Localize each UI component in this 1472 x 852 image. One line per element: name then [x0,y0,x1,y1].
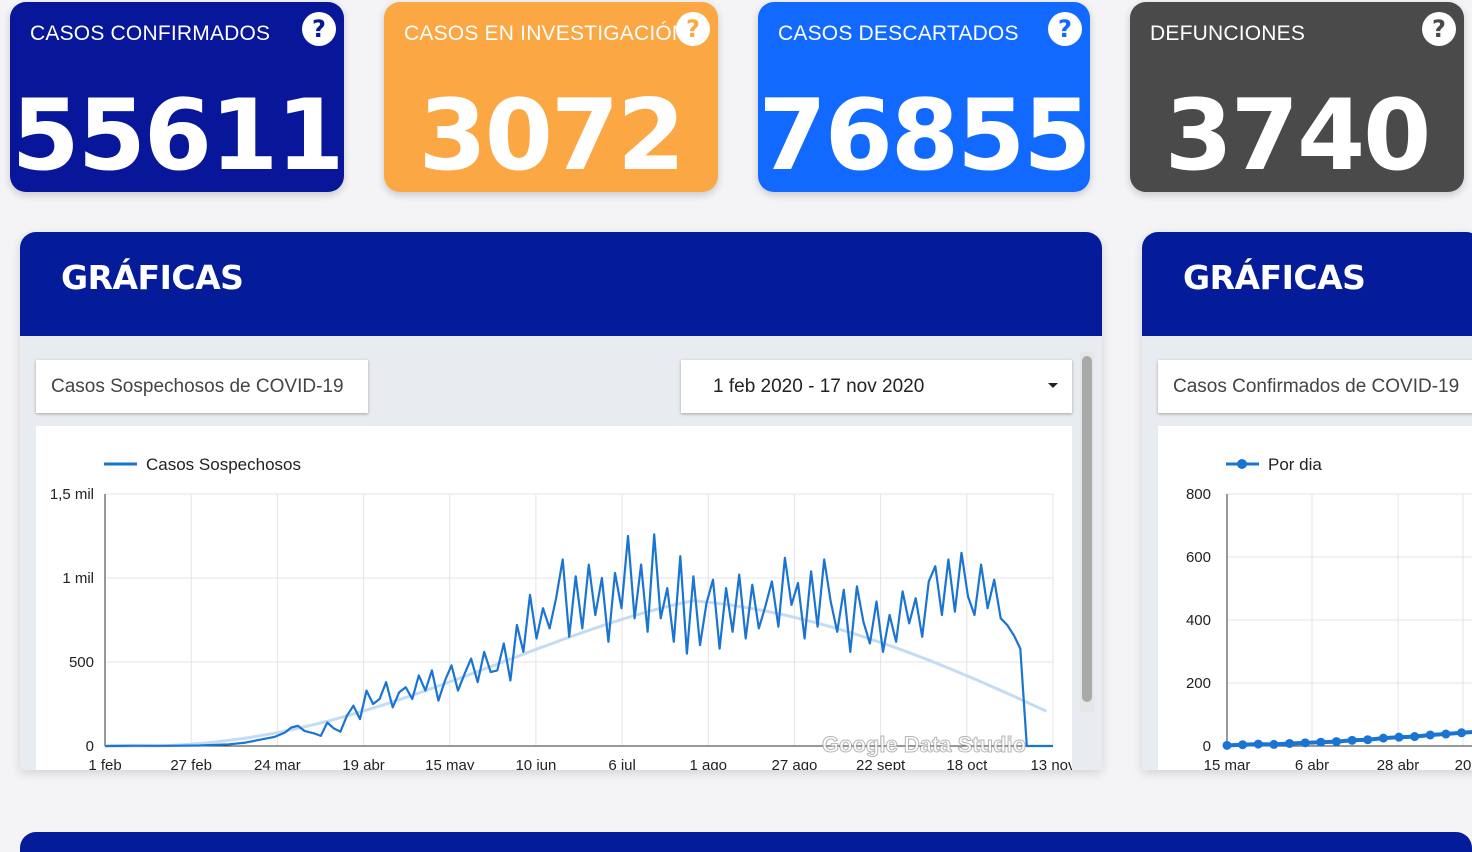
panel-title: GRÁFICAS [1183,258,1366,297]
card-descartados: CASOS DESCARTADOS ? 76855 [758,2,1090,192]
data-point [1316,737,1326,747]
data-point [1238,740,1248,750]
trend-line [105,599,1048,748]
metric-selector[interactable]: Casos Confirmados de COVID-19 [1158,360,1472,413]
y-tick-label: 800 [1186,486,1211,503]
watermark: Google Data Studio [822,732,1026,757]
data-point [1222,740,1232,750]
data-point [1253,739,1263,749]
y-tick-label: 200 [1186,675,1211,692]
data-point [1269,739,1279,749]
legend-label: Casos Sospechosos [146,455,301,474]
x-tick-label: 28 abr [1377,757,1420,770]
help-icon[interactable]: ? [302,12,336,46]
data-point [1331,737,1341,747]
x-tick-label: 27 ago [772,757,818,770]
panel-header: GRÁFICAS [1142,232,1472,336]
panel-header: GRÁFICAS [20,232,1102,336]
series-line-casos-sospechosos [104,533,1053,748]
data-point [1378,733,1388,743]
card-title: CASOS CONFIRMADOS [30,22,271,45]
x-tick-label: 1 ago [689,757,727,770]
graficas-panel-confirmados: GRÁFICAS Casos Confirmados de COVID-19 1… [1142,232,1472,770]
y-tick-label: 500 [69,654,94,671]
y-tick-label: 0 [1203,738,1211,755]
x-tick-label: 6 jul [608,757,636,770]
date-range-picker[interactable]: 1 feb 2020 - 17 nov 2020 [681,360,1072,413]
x-tick-label: 24 mar [254,757,301,770]
card-value: 55611 [11,79,344,192]
card-value: 3072 [418,79,686,192]
metric-selector-label: Casos Sospechosos de COVID-19 [51,376,344,397]
y-tick-label: 1,5 mil [50,486,94,503]
help-icon[interactable]: ? [676,12,710,46]
data-point [1347,735,1357,745]
x-tick-label: 20 [1455,757,1472,770]
card-title: DEFUNCIONES [1150,22,1306,45]
x-tick-label: 10 jun [515,757,556,770]
data-point [1394,732,1404,742]
y-tick-label: 0 [86,738,94,755]
legend-marker [1237,459,1247,469]
graficas-panel-sospechosos: GRÁFICAS Casos Sospechosos de COVID-19 1… [20,232,1102,770]
legend-label: Por dia [1268,455,1322,474]
data-point [1441,729,1451,739]
x-tick-label: 15 mar [1204,757,1251,770]
x-tick-label: 13 nov [1030,757,1072,770]
chart-container: 15 mar 6 abr 28 abr 20 0 200 400 600 800 Por dia [1158,426,1472,770]
x-tick-label: 15 may [425,757,475,770]
data-point [1300,738,1310,748]
chart-container: 1 feb 27 feb 24 mar 19 abr 15 may 10 jun 6 jul… [36,426,1076,770]
data-point [1363,735,1373,745]
next-section-header [20,832,1472,852]
card-title: CASOS DESCARTADOS [778,22,1019,45]
x-tick-label: 27 feb [170,757,212,770]
card-title: CASOS EN INVESTIGACIÓN [404,22,688,45]
y-tick-label: 600 [1186,549,1211,566]
x-tick-label: 6 abr [1295,757,1329,770]
card-investigacion: CASOS EN INVESTIGACIÓN ? 3072 [384,2,718,192]
help-icon[interactable]: ? [1048,12,1082,46]
x-tick-label: 22 sept [856,757,906,770]
date-range-label: 1 feb 2020 - 17 nov 2020 [713,376,925,397]
sospechosos-line-chart: 1 feb 27 feb 24 mar 19 abr 15 may 10 jun 6 jul… [50,455,1076,770]
metric-selector-label: Casos Confirmados de COVID-19 [1173,376,1460,397]
x-tick-label: 1 feb [88,757,121,770]
data-point [1410,732,1420,742]
card-confirmados: CASOS CONFIRMADOS ? 55611 [10,2,344,192]
y-tick-label: 1 mil [62,570,94,587]
data-point [1425,730,1435,740]
card-value: 3740 [1164,79,1432,192]
data-point [1285,738,1295,748]
y-tick-label: 400 [1186,612,1211,629]
x-tick-label: 19 abr [342,757,385,770]
x-tick-label: 18 oct [946,757,988,770]
scrollbar-thumb[interactable] [1082,356,1092,702]
card-defunciones: DEFUNCIONES ? 3740 [1130,2,1464,192]
metric-selector[interactable]: Casos Sospechosos de COVID-19 [36,360,368,413]
card-value: 76855 [758,79,1090,192]
dropdown-caret-icon [1048,383,1058,388]
help-icon[interactable]: ? [1422,12,1456,46]
panel-title: GRÁFICAS [61,258,244,297]
data-point [1457,728,1467,738]
panel-scrollbar[interactable] [1080,352,1094,712]
